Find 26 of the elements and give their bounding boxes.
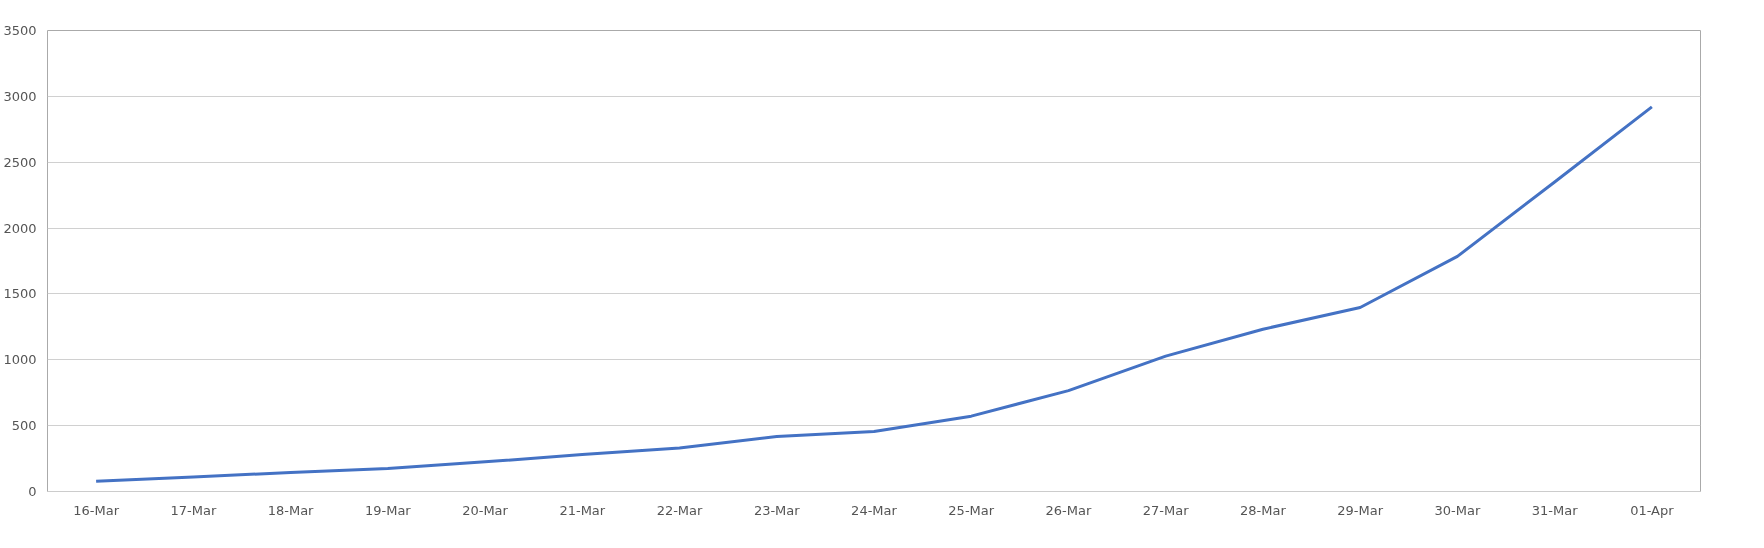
x-tick-label: 18-Mar [267, 502, 315, 518]
y-tick-label: 2000 [3, 220, 37, 236]
x-tick-label: 19-Mar [364, 502, 412, 518]
x-tick-label: 30-Mar [1434, 502, 1481, 518]
x-tick-label: 21-Mar [559, 502, 606, 518]
x-tick-label: 31-Mar [1531, 502, 1579, 518]
x-tick-label: 25-Mar [948, 502, 995, 518]
y-tick-label: 1500 [3, 286, 37, 302]
x-tick-label: 16-Mar [73, 502, 120, 518]
y-tick-label: 2500 [3, 154, 37, 170]
x-tick-label: 20-Mar [462, 502, 509, 518]
x-tick-label: 29-Mar [1337, 502, 1384, 518]
line-series [94, 105, 1654, 483]
x-tick-label: 26-Mar [1045, 502, 1093, 518]
x-tick-label: 28-Mar [1240, 502, 1287, 518]
y-tick-label: 1000 [3, 352, 37, 368]
y-tick-label: 500 [11, 418, 37, 434]
x-tick-label: 23-Mar [753, 502, 801, 518]
x-tick-label: 22-Mar [656, 502, 704, 518]
y-tick-label: 0 [28, 484, 37, 499]
x-tick-label: 17-Mar [170, 502, 217, 518]
x-tick-label: 01-Apr [1630, 502, 1675, 518]
y-tick-label: 3500 [3, 23, 37, 38]
x-tick-label: 27-Mar [1142, 502, 1190, 518]
y-tick-label: 3000 [3, 88, 37, 104]
x-tick-label: 24-Mar [851, 502, 898, 518]
